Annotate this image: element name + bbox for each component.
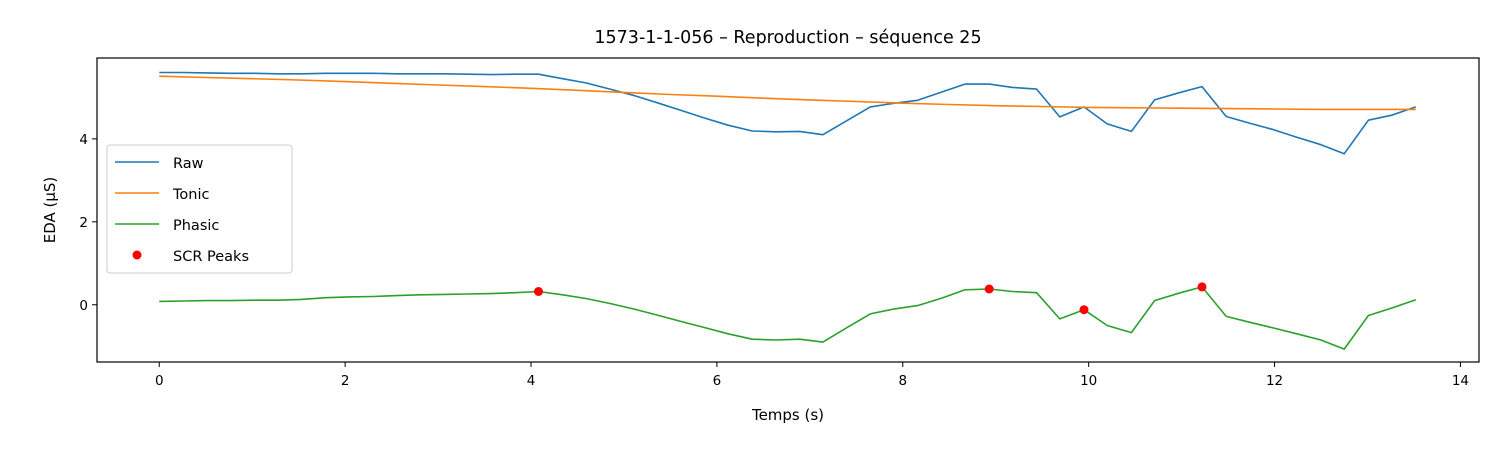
plot-area: [159, 71, 1417, 350]
y-axis: 0 2 4: [79, 132, 97, 314]
scr-peak-point: [1197, 282, 1207, 292]
legend-box: [106, 144, 293, 274]
y-tick-label: 2: [79, 215, 88, 231]
legend-label-phasic: Phasic: [173, 218, 219, 234]
legend-label-raw: Raw: [173, 156, 204, 172]
x-tick-label: 4: [527, 373, 536, 389]
series-line-tonic: [159, 75, 1416, 111]
legend-item-tonic: Tonic: [115, 187, 209, 203]
legend-item-raw: Raw: [115, 156, 204, 172]
x-tick-label: 12: [1266, 373, 1283, 389]
legend-label-scr-peaks: SCR Peaks: [173, 249, 249, 265]
legend-label-tonic: Tonic: [172, 187, 209, 203]
x-axis-title: Temps (s): [751, 406, 824, 424]
scr-peak-point: [984, 284, 994, 294]
y-tick-label: 0: [79, 298, 88, 314]
series-line-phasic: [159, 286, 1417, 350]
legend-marker-scr-peaks: [132, 250, 142, 260]
x-tick-label: 8: [898, 373, 907, 389]
legend-item-phasic: Phasic: [115, 218, 219, 234]
x-tick-label: 14: [1452, 373, 1469, 389]
x-tick-label: 0: [155, 373, 164, 389]
plot-frame: [96, 57, 1480, 363]
series-line-raw: [159, 71, 1417, 155]
y-tick-label: 4: [79, 132, 88, 148]
legend-item-scr-peaks: SCR Peaks: [132, 249, 249, 265]
y-axis-title: EDA (µS): [41, 177, 59, 244]
x-tick-label: 10: [1080, 373, 1097, 389]
scr-peak-point: [1079, 305, 1089, 315]
chart-title: 1573-1-1-056 – Reproduction – séquence 2…: [594, 28, 981, 48]
x-tick-label: 6: [713, 373, 722, 389]
scr-peak-point: [534, 287, 543, 296]
x-axis: 0 2 4 6 8 10 12 14: [155, 362, 1469, 389]
legend: Raw Tonic Phasic SCR Peaks: [106, 144, 293, 274]
x-tick-label: 2: [341, 373, 350, 389]
